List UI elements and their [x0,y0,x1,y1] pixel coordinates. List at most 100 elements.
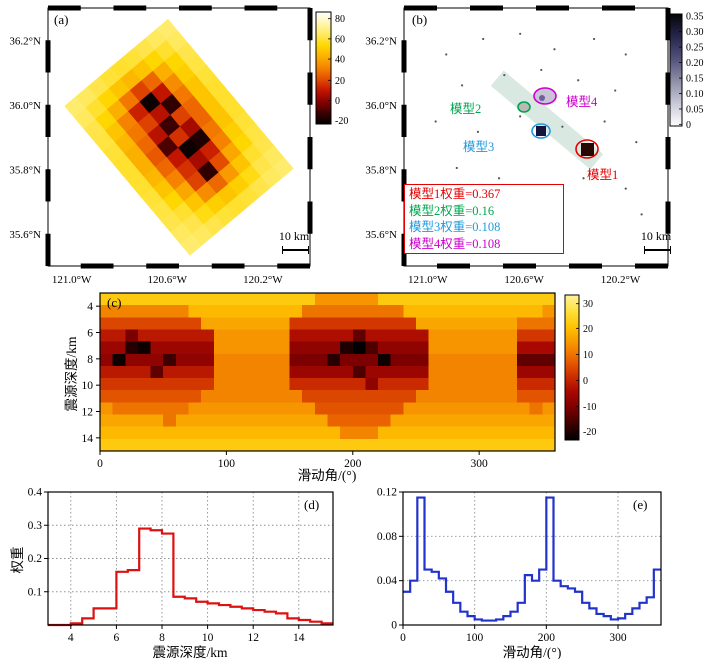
svg-text:40: 40 [335,55,345,66]
svg-text:121.0°W: 121.0°W [52,274,92,286]
panel-a-label: (a) [54,12,69,27]
svg-text:4: 4 [87,301,93,313]
svg-text:8: 8 [87,354,93,366]
model-markers [517,87,599,159]
axes-frame: 0 100 200 300 4 6 8 10 12 14 [82,292,556,470]
svg-text:0.2: 0.2 [28,553,43,565]
scale-bar-a-line [283,249,308,251]
svg-text:10: 10 [82,380,94,392]
step-line [48,527,333,627]
model-1-map-label: 模型1 [587,168,619,182]
scale-bar-a [282,246,309,254]
svg-text:35.8°N: 35.8°N [365,164,397,176]
svg-text:0: 0 [335,96,340,107]
svg-text:0.08: 0.08 [377,531,397,543]
svg-text:0: 0 [97,458,103,470]
svg-text:0.3: 0.3 [28,520,43,532]
svg-text:0.25: 0.25 [686,43,704,54]
panel-e-plot: 0 100 200 300 0 0.04 0.08 0.12 [377,487,662,644]
panel-c-y-axis-title: 震源深度/km [64,336,79,412]
svg-text:14: 14 [82,433,94,445]
svg-text:20: 20 [335,76,345,87]
svg-text:14: 14 [293,632,305,644]
svg-text:36.0°N: 36.0°N [9,100,41,112]
scale-bar-b [644,246,671,254]
panel-d-y-axis-title: 权重 [10,546,25,574]
svg-text:30: 30 [583,299,593,310]
svg-text:200: 200 [344,458,362,470]
svg-text:0: 0 [583,376,588,387]
svg-text:0.30: 0.30 [686,27,704,38]
svg-text:-10: -10 [583,402,596,413]
panel-b-plot: 121.0°W 120.6°W 120.2°W 36.2°N 36.0°N 35.8°N 3… [365,5,704,286]
svg-text:10: 10 [583,350,593,361]
legend-model-3-weight: 模型3权重=0.108 [409,220,501,234]
colorbar: 0.35 0.30 0.25 0.20 0.15 0.10 0.05 0 [669,12,704,131]
svg-text:0: 0 [686,120,691,131]
step-line [403,496,661,622]
svg-text:4: 4 [68,632,74,644]
legend-model-2-weight: 模型2权重=0.16 [409,203,495,218]
svg-text:6: 6 [87,328,93,340]
svg-text:35.6°N: 35.6°N [365,229,397,241]
svg-text:12: 12 [82,407,94,419]
panel-d-x-axis-title: 震源深度/km [152,645,228,659]
svg-text:36.0°N: 36.0°N [365,100,397,112]
model-4-map-label: 模型4 [566,95,598,109]
panel-c-label: (c) [107,295,122,310]
svg-text:60: 60 [335,34,345,45]
svg-text:6: 6 [114,632,120,644]
svg-text:0.20: 0.20 [686,58,704,69]
model-3-map-label: 模型3 [463,140,495,154]
tick-labels: 121.0°W 120.6°W 120.2°W 36.2°N 36.0°N 35.8°N 3… [9,35,283,286]
svg-text:36.2°N: 36.2°N [9,35,41,47]
panel-d-plot: 4 6 8 10 12 14 0.1 0.2 0.3 0.4 [28,487,334,644]
panel-c-x-axis-title: 滑动角/(°) [297,468,357,483]
map-frame [45,5,313,269]
svg-text:12: 12 [247,632,259,644]
panel-b-label: (b) [412,12,428,27]
svg-text:-20: -20 [583,427,596,438]
svg-text:0.05: 0.05 [686,104,704,115]
svg-text:0.15: 0.15 [686,74,704,85]
svg-text:0.4: 0.4 [28,487,43,499]
grid-lines [48,491,333,625]
scale-bar-b-label: 10 km [640,229,672,243]
seismicity-dots [429,32,643,216]
svg-text:0: 0 [400,632,406,644]
panel-e-label: (e) [633,497,648,512]
grid-lines [403,491,661,625]
scale-bar-a-label: 10 km [278,229,310,243]
svg-text:-20: -20 [335,116,348,127]
svg-text:120.6°W: 120.6°W [147,274,187,286]
svg-text:10: 10 [202,632,214,644]
legend-model-4-weight: 模型4权重=0.108 [409,236,501,251]
svg-text:120.2°W: 120.2°W [243,274,283,286]
svg-text:0.10: 0.10 [686,89,704,100]
svg-text:100: 100 [218,458,236,470]
svg-text:120.6°W: 120.6°W [504,274,544,286]
svg-text:100: 100 [466,632,484,644]
slip-heatmap [64,18,294,256]
legend-model-1-weight: 模型1权重=0.367 [409,187,501,201]
svg-text:300: 300 [471,458,489,470]
svg-text:300: 300 [609,632,627,644]
panel-e-x-axis-title: 滑动角/(°) [502,645,562,659]
axes-frame: 4 6 8 10 12 14 0.1 0.2 0.3 0.4 [28,487,334,644]
svg-text:200: 200 [538,632,556,644]
svg-text:35.6°N: 35.6°N [9,229,41,241]
svg-text:35.8°N: 35.8°N [9,164,41,176]
svg-text:36.2°N: 36.2°N [365,35,397,47]
svg-text:0.35: 0.35 [686,12,704,23]
model-map [490,70,604,170]
model-2-map-label: 模型2 [450,102,482,116]
svg-text:20: 20 [583,324,593,335]
colorbar: 30 20 10 0 -10 -20 [564,294,596,441]
svg-text:0.1: 0.1 [28,586,43,598]
svg-text:0.12: 0.12 [377,487,397,499]
svg-text:8: 8 [159,632,165,644]
model-weights-legend: 模型1权重=0.367 模型2权重=0.16 模型3权重=0.108 模型4权重… [404,184,564,254]
axes-frame: 0 100 200 300 0 0.04 0.08 0.12 [377,487,662,644]
scale-bar-b-line [645,249,670,251]
